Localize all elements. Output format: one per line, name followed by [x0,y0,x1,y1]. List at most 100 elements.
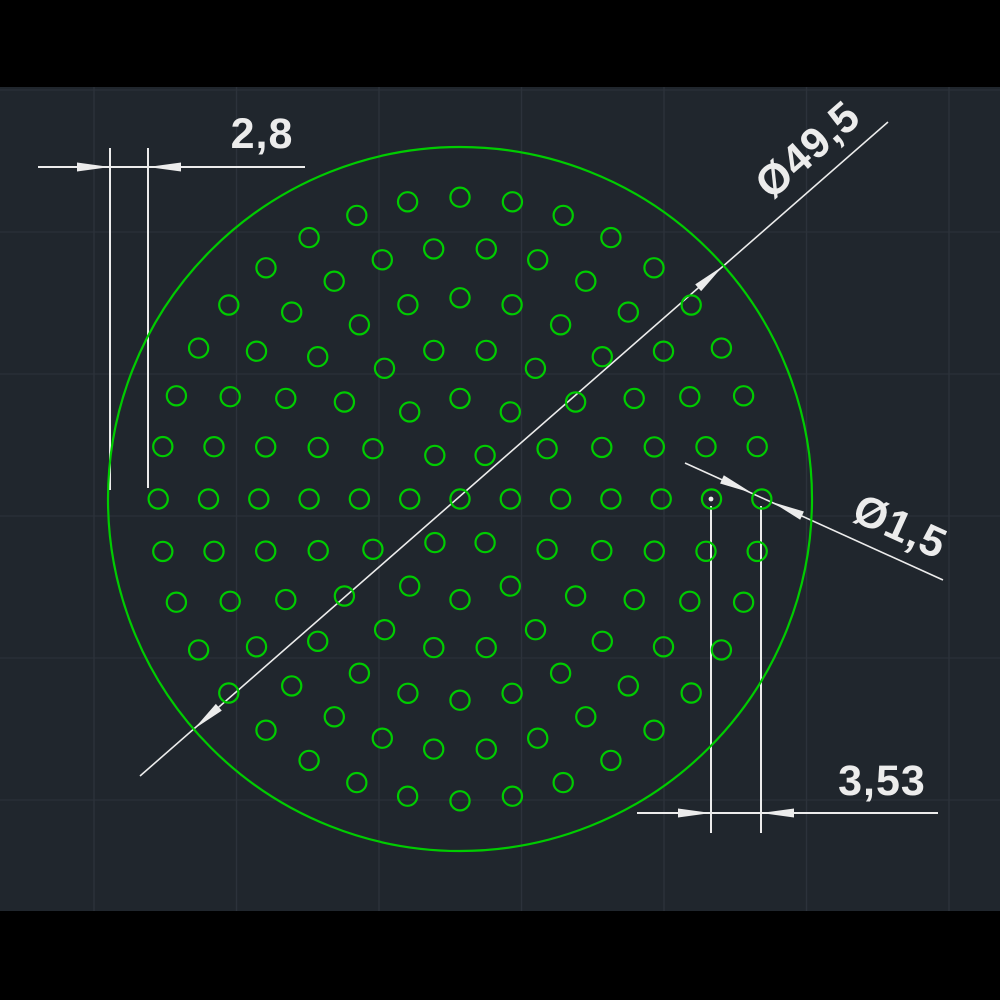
hole-circle[interactable] [475,238,497,260]
hole-circle[interactable] [746,540,768,563]
hole-circle[interactable] [275,387,297,410]
hole-circle[interactable] [552,204,574,227]
hole-circle[interactable] [423,636,445,659]
hole-circle[interactable] [600,226,622,249]
hole-circle[interactable] [165,591,188,613]
plate-diameter-line[interactable] [139,121,889,777]
hole-circle[interactable] [710,639,733,661]
hole-circle[interactable] [617,301,640,323]
hole-circle[interactable] [746,435,768,458]
plate-outline-circle[interactable] [106,145,814,853]
hole-circle[interactable] [449,689,471,711]
hole-circle[interactable] [695,436,717,458]
hole-circle[interactable] [397,682,419,705]
hole-circle[interactable] [218,294,240,316]
hole-circle[interactable] [255,719,277,741]
hole-circle[interactable] [197,488,220,510]
hole-circle[interactable] [281,301,303,323]
hole-circle[interactable] [591,436,613,459]
hole-circle[interactable] [700,488,723,510]
hole-circle[interactable] [643,436,666,458]
hole-circle[interactable] [371,727,393,749]
hole-circle[interactable] [710,337,733,359]
hole-circle[interactable] [680,294,702,316]
hole-circle[interactable] [307,346,329,368]
hole-circle[interactable] [643,257,665,279]
hole-circle[interactable] [424,444,446,467]
hole-circle[interactable] [307,539,329,562]
hole-circle[interactable] [397,294,419,316]
hole-circle[interactable] [600,749,622,772]
hole-circle[interactable] [323,270,345,292]
hole-circle[interactable] [499,401,521,423]
hole-circle[interactable] [255,540,277,562]
hole-circle[interactable] [732,591,755,613]
hole-circle[interactable] [536,538,558,561]
hole-circle[interactable] [695,540,717,563]
hole-circle[interactable] [147,488,169,510]
hole-circle[interactable] [248,488,270,510]
hole-circle[interactable] [187,639,210,661]
hole-circle[interactable] [501,294,523,316]
hole-circle[interactable] [475,738,497,760]
hole-circle[interactable] [680,682,702,704]
hole-circle[interactable] [255,436,277,458]
hole-circle[interactable] [564,391,587,413]
hole-circle[interactable] [549,662,572,684]
hole-circle[interactable] [424,531,446,554]
hole-circle[interactable] [333,585,356,607]
hole-circle[interactable] [307,630,329,653]
hole-circle[interactable] [549,314,572,336]
hole-circle[interactable] [475,339,497,362]
hole-circle[interactable] [449,588,471,611]
dimension-text-hole-pitch[interactable]: 3,53 [838,757,926,805]
hole-circle[interactable] [591,539,613,562]
hole-circle[interactable] [501,785,524,807]
hole-circle[interactable] [245,340,268,362]
hole-circle[interactable] [524,357,547,379]
hole-circle[interactable] [600,488,622,510]
hole-circle[interactable] [323,706,345,728]
hole-circle[interactable] [643,719,665,741]
hole-circle[interactable] [298,488,320,510]
hole-circle[interactable] [591,346,614,368]
hole-circle[interactable] [679,386,701,408]
hole-circle[interactable] [399,401,421,423]
hole-circle[interactable] [371,249,393,271]
hole-circle[interactable] [474,531,496,554]
hole-circle[interactable] [501,682,523,705]
hole-circle[interactable] [346,204,368,227]
hole-circle[interactable] [396,785,419,807]
hole-circle[interactable] [650,488,672,510]
hole-circle[interactable] [165,385,188,407]
hole-circle[interactable] [575,270,597,292]
hole-circle[interactable] [449,488,471,510]
hole-circle[interactable] [281,675,303,697]
hole-circle[interactable] [449,186,471,208]
hole-circle[interactable] [499,575,521,597]
dimension-text-edge-margin[interactable]: 2,8 [231,110,294,158]
hole-circle[interactable] [362,438,384,460]
hole-circle[interactable] [307,436,329,459]
hole-circle[interactable] [219,590,241,613]
hole-circle[interactable] [623,588,645,611]
hole-circle[interactable] [536,438,558,460]
hole-circle[interactable] [423,738,445,760]
hole-circle[interactable] [152,540,174,563]
hole-circle[interactable] [423,238,445,260]
hole-circle[interactable] [373,357,396,379]
hole-circle[interactable] [499,488,521,510]
hole-circle[interactable] [152,435,174,458]
hole-circle[interactable] [373,619,396,641]
hole-circle[interactable] [348,662,371,684]
hole-circle[interactable] [527,727,549,749]
hole-circle[interactable] [449,387,471,410]
hole-circle[interactable] [203,540,225,563]
hole-circle[interactable] [552,771,574,794]
hole-circle[interactable] [652,636,675,658]
hole-circle[interactable] [219,386,241,408]
hole-circle[interactable] [423,339,445,362]
hole-circle[interactable] [298,749,320,772]
hole-circle[interactable] [617,675,640,697]
